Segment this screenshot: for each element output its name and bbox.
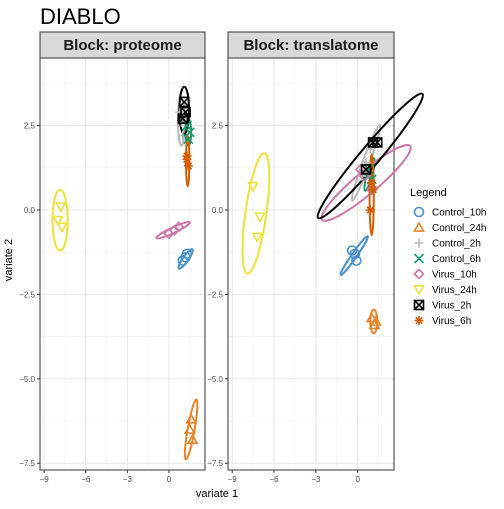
point-control-10h bbox=[349, 248, 361, 260]
point-virus-2h bbox=[178, 96, 190, 108]
y-tick-label: −2.5 bbox=[207, 290, 223, 299]
y-tick-label: 2.5 bbox=[24, 122, 36, 131]
point-virus-24h bbox=[52, 215, 64, 227]
point-control-24h bbox=[183, 423, 196, 434]
point-virus-10h bbox=[168, 224, 181, 236]
point-control-10h bbox=[346, 245, 358, 256]
legend-key-virus-2h bbox=[413, 299, 425, 311]
legend-key-control-6h bbox=[413, 253, 425, 264]
point-control-10h bbox=[181, 248, 193, 260]
legend-key-control-10h bbox=[413, 206, 425, 218]
point-virus-24h bbox=[251, 232, 264, 244]
x-tick-label: −9 bbox=[40, 475, 50, 484]
legend-label: Virus_6h bbox=[432, 316, 471, 327]
point-control-6h bbox=[184, 127, 195, 138]
legend-label: Control_10h bbox=[432, 208, 486, 219]
point-control-10h bbox=[351, 255, 362, 266]
grid bbox=[40, 58, 205, 470]
y-tick-label: −5.0 bbox=[207, 375, 223, 384]
point-virus-24h bbox=[254, 212, 266, 223]
x-tick-label: 0 bbox=[167, 475, 172, 484]
legend-label: Control_2h bbox=[432, 239, 481, 250]
ellipse-virus-6h bbox=[368, 153, 375, 237]
point-virus-6h bbox=[183, 161, 193, 171]
point-control-24h bbox=[185, 413, 197, 424]
panel-strip-title: Block: proteome bbox=[63, 37, 181, 54]
grid bbox=[228, 58, 394, 470]
panels-layer: Block: proteome −9 −6 −3 0 2.5 0.0 −2.5 −5.0 −7.5… bbox=[19, 31, 424, 484]
x-axis-label: variate 1 bbox=[196, 488, 238, 500]
y-axis-label: variate 2 bbox=[3, 239, 15, 281]
point-virus-6h bbox=[368, 185, 378, 195]
legend-key-virus-10h bbox=[413, 268, 425, 280]
x-tick-label: 0 bbox=[356, 475, 361, 484]
point-virus-24h bbox=[247, 181, 259, 193]
x-tick-label: −6 bbox=[269, 475, 279, 484]
chart-title: DIABLO bbox=[40, 4, 121, 29]
ellipse-virus-24h bbox=[241, 152, 271, 275]
legend-key-virus-6h bbox=[414, 316, 424, 325]
point-virus-2h bbox=[360, 164, 372, 175]
legend-label: Virus_10h bbox=[432, 270, 477, 281]
point-virus-2h bbox=[177, 113, 189, 125]
y-tick-label: −2.5 bbox=[19, 290, 35, 299]
point-control-24h bbox=[370, 315, 382, 326]
legend-label: Virus_2h bbox=[432, 301, 471, 312]
x-tick-label: −6 bbox=[81, 475, 91, 484]
legend-key-control-24h bbox=[413, 221, 425, 232]
panel-strip bbox=[227, 31, 395, 59]
point-virus-10h bbox=[173, 221, 185, 233]
plot-border bbox=[39, 57, 206, 471]
legend-key-control-2h bbox=[414, 238, 424, 248]
point-virus-6h bbox=[182, 154, 192, 164]
y-tick-label: 0.0 bbox=[212, 206, 224, 215]
y-tick-label: −7.5 bbox=[19, 459, 35, 468]
y-tick-label: 2.5 bbox=[212, 122, 224, 131]
legend: Legend Control_10h Control_24h Control_2h C… bbox=[410, 187, 486, 327]
x-tick-label: −3 bbox=[123, 475, 133, 484]
point-virus-24h bbox=[56, 222, 69, 233]
legend-label: Virus_24h bbox=[432, 285, 477, 296]
ellipse-virus-2h bbox=[316, 92, 424, 220]
panel-1: Block: proteome −9 −6 −3 0 2.5 0.0 −2.5 −5.0 −7.5 bbox=[19, 31, 206, 484]
panel-2: Block: translatome −9 −6 −3 0 2.5 0.0 −2.5 −5.0 −… bbox=[207, 31, 424, 484]
ellipse-control-10h bbox=[339, 235, 369, 276]
y-tick-label: −7.5 bbox=[207, 459, 223, 468]
legend-label: Control_6h bbox=[432, 254, 481, 265]
y-tick-label: −5.0 bbox=[19, 375, 35, 384]
panel-strip bbox=[39, 31, 206, 59]
ellipse-virus-24h bbox=[51, 188, 69, 252]
point-virus-6h bbox=[367, 178, 377, 188]
point-control-24h bbox=[186, 433, 199, 445]
legend-label: Control_24h bbox=[432, 223, 486, 234]
y-tick-label: 0.0 bbox=[24, 206, 36, 215]
point-virus-6h bbox=[365, 205, 375, 215]
point-control-24h bbox=[365, 311, 378, 323]
x-tick-label: −3 bbox=[311, 475, 321, 484]
legend-title: Legend bbox=[410, 187, 447, 199]
panel-strip-title: Block: translatome bbox=[243, 37, 378, 54]
point-virus-2h bbox=[371, 137, 383, 148]
plot-border bbox=[227, 57, 395, 471]
legend-key-virus-24h bbox=[413, 285, 425, 296]
point-virus-24h bbox=[54, 202, 67, 213]
x-tick-label: −9 bbox=[228, 475, 238, 484]
